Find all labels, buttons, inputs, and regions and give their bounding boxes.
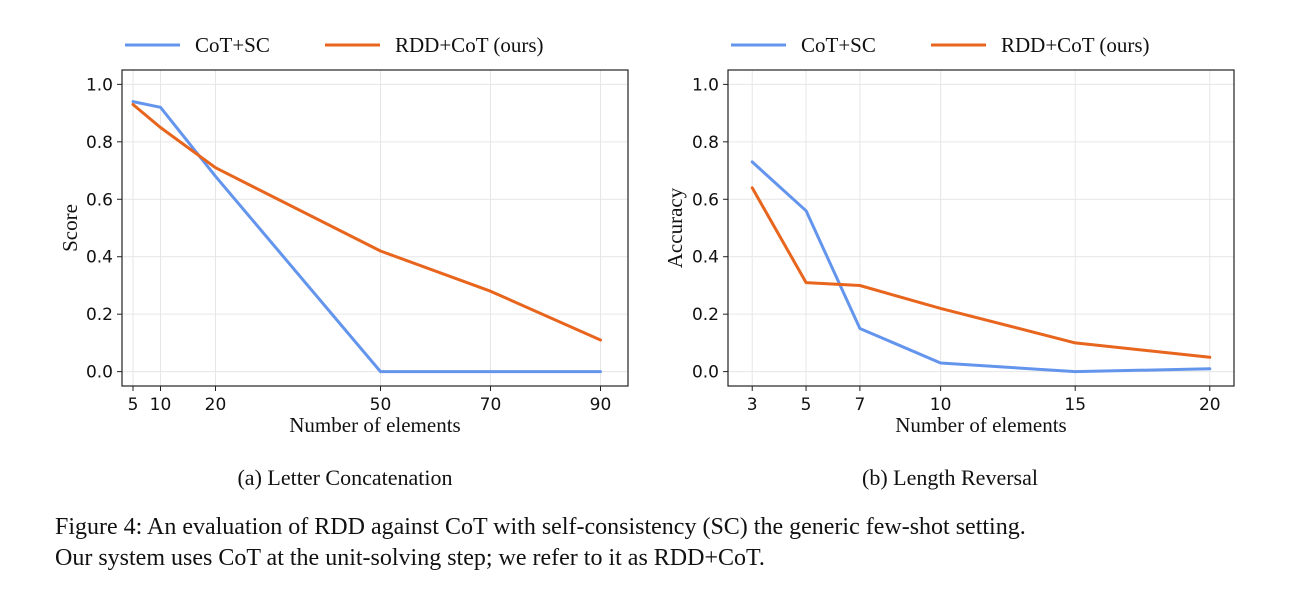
y-axis-label: Score [58, 204, 82, 252]
subfigure-caption: (a) Letter Concatenation [237, 465, 452, 490]
legend-label: CoT+SC [801, 33, 876, 57]
series-line-cot-sc [750, 160, 1212, 374]
y-tick-label: 0.0 [86, 363, 113, 383]
x-tick-label: 10 [930, 395, 952, 415]
legend: CoT+SC RDD+CoT (ours) [125, 33, 544, 57]
x-tick-label: 70 [480, 395, 502, 415]
y-tick-label: 0.8 [692, 133, 719, 153]
x-tick-label: 50 [370, 395, 392, 415]
caption-line-2: Our system uses CoT at the unit-solving … [55, 545, 765, 571]
y-tick-label: 0.2 [692, 305, 719, 325]
x-tick-label: 5 [801, 395, 812, 415]
legend-label: RDD+CoT (ours) [395, 33, 544, 57]
x-tick-label: 20 [1199, 395, 1221, 415]
y-axis-label: Accuracy [663, 187, 687, 268]
x-tick-label: 90 [590, 395, 612, 415]
x-axis-label: Number of elements [895, 413, 1066, 437]
y-tick-label: 0.8 [86, 133, 113, 153]
x-tick-label: 5 [128, 395, 139, 415]
legend: CoT+SC RDD+CoT (ours) [731, 33, 1150, 57]
chart-panel-1: 0.0 0.2 0.4 0.6 0.8 1.0 5 10 20 50 70 90 Number of e… [58, 33, 629, 490]
x-tick-label: 7 [854, 395, 865, 415]
legend-label: CoT+SC [195, 33, 270, 57]
series-line-rdd-cot [750, 186, 1212, 359]
x-tick-label: 15 [1064, 395, 1086, 415]
chart-panel-2: 0.0 0.2 0.4 0.6 0.8 1.0 3 5 7 10 15 20 Number of ele… [663, 33, 1235, 490]
y-tick-label: 0.4 [86, 248, 113, 268]
y-tick-label: 0.2 [86, 305, 113, 325]
y-tick-label: 1.0 [692, 75, 719, 95]
x-tick-label: 10 [150, 395, 172, 415]
x-tick-label: 20 [205, 395, 227, 415]
x-tick-label: 3 [747, 395, 758, 415]
y-tick-label: 0.6 [692, 190, 719, 210]
y-tick-label: 1.0 [86, 75, 113, 95]
caption-line-1: Figure 4: An evaluation of RDD against C… [55, 514, 1026, 540]
series-line-rdd-cot [131, 103, 602, 342]
legend-label: RDD+CoT (ours) [1001, 33, 1150, 57]
subfigure-caption: (b) Length Reversal [862, 465, 1038, 490]
y-tick-label: 0.4 [692, 248, 719, 268]
plot-frame [121, 69, 629, 387]
y-tick-label: 0.0 [692, 363, 719, 383]
series-line-cot-sc [131, 100, 602, 374]
plot-frame [727, 69, 1235, 387]
y-tick-label: 0.6 [86, 190, 113, 210]
figure-caption: Figure 4: An evaluation of RDD against C… [55, 512, 1270, 574]
x-axis-label: Number of elements [289, 413, 460, 437]
